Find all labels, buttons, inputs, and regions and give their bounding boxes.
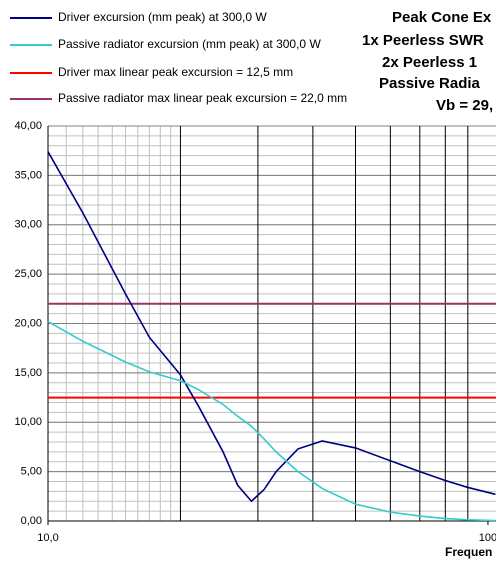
chart-title: 1x Peerless SWR <box>362 32 484 49</box>
y-tick-label: 30,00 <box>14 219 42 231</box>
x-tick-label: 100 <box>479 532 496 544</box>
y-tick-label: 35,00 <box>14 169 42 181</box>
legend-label: Passive radiator excursion (mm peak) at … <box>58 37 321 51</box>
legend-label: Driver excursion (mm peak) at 300,0 W <box>58 10 267 24</box>
y-tick-label: 5,00 <box>21 466 42 478</box>
y-tick-label: 0,00 <box>21 515 42 527</box>
y-tick-label: 25,00 <box>14 268 42 280</box>
y-tick-label: 15,00 <box>14 367 42 379</box>
series-line <box>47 151 496 503</box>
chart-title: Vb = 29, <box>436 97 493 114</box>
legend-label: Driver max linear peak excursion = 12,5 … <box>58 65 293 79</box>
y-tick-label: 40,00 <box>14 120 42 132</box>
legend-label: Passive radiator max linear peak excursi… <box>58 91 347 105</box>
chart-title: Peak Cone Ex <box>392 9 492 26</box>
series-line <box>47 320 496 522</box>
x-axis-label: Frequen <box>445 545 492 559</box>
y-tick-label: 20,00 <box>14 317 42 329</box>
chart-title: 2x Peerless 1 <box>382 54 477 71</box>
chart-title: Passive Radia <box>379 75 481 92</box>
x-tick-label: 10,0 <box>37 532 58 544</box>
y-tick-label: 10,00 <box>14 416 42 428</box>
